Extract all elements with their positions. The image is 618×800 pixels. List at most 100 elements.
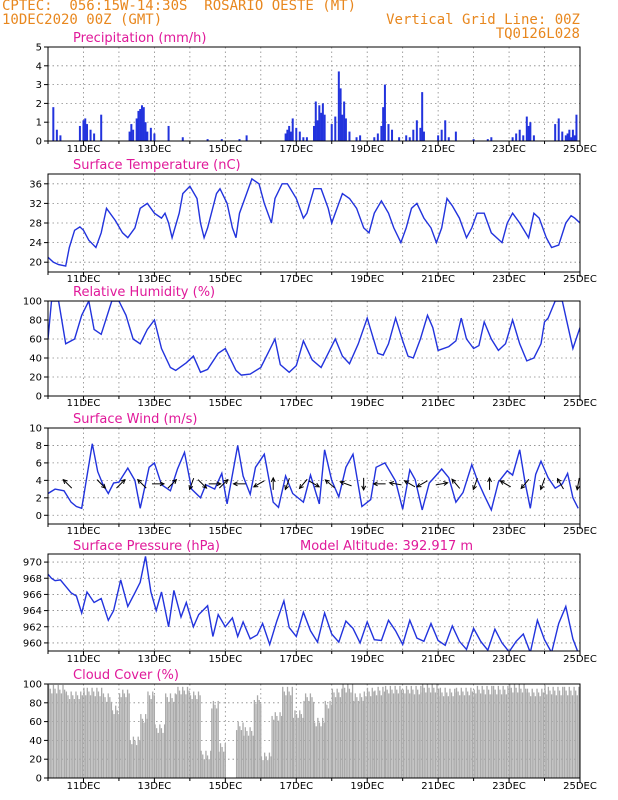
y-tick-label: 36 xyxy=(29,179,42,190)
wind-arrow-head xyxy=(101,483,107,489)
cloud-bar xyxy=(139,740,141,778)
cloud-bar xyxy=(253,699,256,778)
cloud-bar xyxy=(89,695,92,778)
wind-arrow xyxy=(308,480,320,488)
cloud-bar xyxy=(442,696,445,778)
precip-bar xyxy=(305,137,308,141)
cloud-bar xyxy=(478,689,480,778)
cloud-bar xyxy=(75,691,77,778)
cloud-bar xyxy=(300,714,302,778)
wind-arrow xyxy=(116,479,126,489)
cloud-bar xyxy=(534,696,537,778)
cloud-bar xyxy=(489,694,491,778)
panel-frame xyxy=(47,427,581,525)
x-tick-label: 11DEC xyxy=(67,274,101,285)
cloud-bar xyxy=(510,687,512,778)
cloud-bar xyxy=(221,746,223,778)
wind-arrow-head xyxy=(216,481,222,487)
cloud-bar xyxy=(467,691,469,778)
wind-arrow xyxy=(472,478,478,490)
precip-bar xyxy=(316,120,319,141)
cloud-bar xyxy=(294,710,296,778)
precip-bar xyxy=(153,133,156,141)
cloud-bar xyxy=(180,694,182,778)
cloud-bar xyxy=(486,685,488,778)
precip-bar xyxy=(568,129,571,141)
cloud-bar xyxy=(132,736,135,778)
x-tick-label: 13DEC xyxy=(138,274,172,285)
cloud-bar xyxy=(141,718,144,778)
precip-bar xyxy=(135,118,138,141)
wind-arrow-head xyxy=(403,480,410,485)
precip-bar xyxy=(348,131,351,141)
cloud-bar xyxy=(560,695,562,778)
x-tick-label: 13DEC xyxy=(138,526,172,537)
cloud-bar xyxy=(537,692,540,778)
y-tick-label: 4 xyxy=(36,61,42,72)
cloud-bar xyxy=(575,690,577,778)
cloud-bar xyxy=(152,691,154,778)
wind-arrow xyxy=(253,480,265,488)
cloud-bar xyxy=(382,686,384,778)
wind-arrow xyxy=(137,479,147,489)
wind-arrow xyxy=(299,478,308,489)
x-tick-label: 21DEC xyxy=(421,144,455,155)
cloud-bar xyxy=(539,696,541,778)
cloud-bar xyxy=(502,685,504,778)
precip-bar xyxy=(320,112,323,141)
cloud-bar xyxy=(404,693,406,778)
precip-bar xyxy=(437,135,440,141)
cloud-bar xyxy=(494,689,496,778)
cloud-bar xyxy=(145,714,147,778)
x-tick-label: 23DEC xyxy=(492,144,526,155)
wind-arrow-head xyxy=(339,480,345,486)
panel-4: 0 2 4 6 8 10 11DEC 13DEC 15DEC 17DEC 19DEC 21DEC 23D… xyxy=(29,412,597,537)
cloud-bar xyxy=(102,693,105,778)
precip-bar xyxy=(454,131,457,141)
cloud-bar xyxy=(318,722,321,778)
cloud-bar xyxy=(123,693,126,778)
cloud-bar xyxy=(573,686,575,778)
wind-arrow xyxy=(167,479,177,489)
precip-bar xyxy=(167,125,170,141)
cloud-bar xyxy=(338,692,340,778)
precip-bar xyxy=(181,137,184,141)
cloud-bar xyxy=(317,717,319,778)
cloud-bar xyxy=(122,689,124,778)
cloud-bar xyxy=(67,695,69,778)
wind-arrow-head xyxy=(136,478,143,485)
cloud-bar xyxy=(57,684,59,778)
cloud-bar xyxy=(78,699,80,778)
x-tick-label: 25DEC xyxy=(563,274,597,285)
cloud-bar xyxy=(299,710,301,778)
precip-bar xyxy=(382,107,385,141)
x-tick-label: 17DEC xyxy=(279,144,313,155)
x-tick-label: 23DEC xyxy=(492,526,526,537)
wind-arrow-head xyxy=(361,485,367,491)
cloud-bar xyxy=(350,692,352,778)
cloud-bar xyxy=(281,715,283,778)
cloud-bar xyxy=(447,696,450,778)
plot-area xyxy=(48,684,580,778)
precip-bar xyxy=(286,129,289,141)
cloud-bar xyxy=(285,695,287,778)
cloud-bar xyxy=(188,690,190,778)
wind-arrow xyxy=(62,479,73,489)
cloud-bar xyxy=(434,692,437,778)
precip-bar xyxy=(146,131,149,141)
wind-arrow-head xyxy=(324,479,330,485)
x-tick-label: 21DEC xyxy=(421,274,455,285)
y-tick-label: 964 xyxy=(23,606,42,617)
plot-area xyxy=(48,301,580,376)
cloud-bar xyxy=(420,692,422,778)
cloud-bar xyxy=(249,727,251,778)
wind-arrow xyxy=(520,478,530,489)
cloud-bar xyxy=(186,686,189,778)
wind-arrow-head xyxy=(539,484,545,491)
cloud-bar xyxy=(362,700,364,778)
precip-bar xyxy=(139,109,142,141)
cloud-bar xyxy=(388,693,390,778)
cloud-bar xyxy=(356,697,358,778)
precip-bar xyxy=(415,120,418,141)
y-tick-label: 3 xyxy=(36,80,42,91)
